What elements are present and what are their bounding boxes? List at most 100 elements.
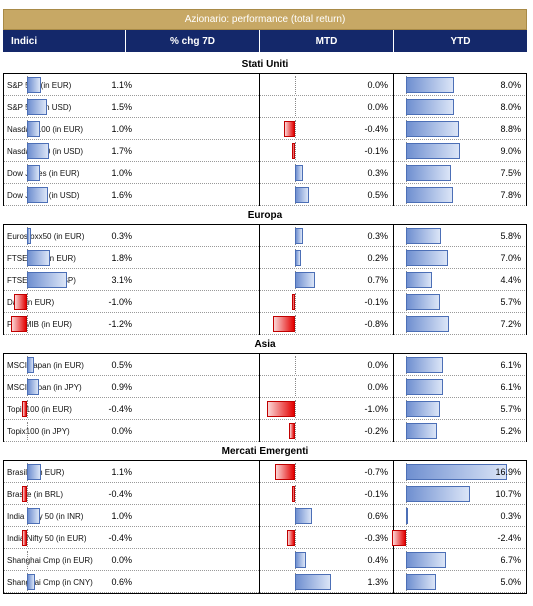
cell-mtd: -0.1% bbox=[259, 291, 393, 313]
value-bar bbox=[391, 530, 406, 546]
cell-chg7: 1.6% bbox=[3, 184, 137, 206]
value-label: 0.3% bbox=[367, 168, 388, 178]
value-label: 0.9% bbox=[111, 382, 132, 392]
table-row: Dax (in EUR) -1.0% -0.1% 5.7% bbox=[3, 291, 527, 313]
value-bar bbox=[289, 423, 295, 439]
value-bar bbox=[406, 121, 459, 137]
value-bar bbox=[406, 272, 433, 288]
table-row: FTSE 100 (in EUR)1.8%0.2%7.0% bbox=[3, 247, 527, 269]
index-name: MSCI Japan (in EUR) bbox=[7, 360, 84, 370]
cell-mtd: -0.7% bbox=[259, 461, 393, 483]
value-bar bbox=[283, 121, 295, 137]
cell-chg7: 1.8% bbox=[3, 247, 137, 269]
value-bar bbox=[406, 165, 451, 181]
table-bottom-border bbox=[3, 593, 527, 594]
value-label: 10.7% bbox=[495, 489, 521, 499]
value-label: 5.0% bbox=[500, 577, 521, 587]
value-bar bbox=[292, 143, 295, 159]
section-header: Mercati Emergenti bbox=[3, 442, 527, 461]
value-bar bbox=[295, 165, 304, 181]
index-name: Dow Jones (in EUR) bbox=[7, 168, 80, 178]
table-row: MSCI Japan (in EUR) 0.5% 0.0% 6.1% bbox=[3, 354, 527, 376]
table-row: Eurostoxx50 (in EUR) 0.3% 0.3% 5.8% bbox=[3, 225, 527, 247]
value-bar bbox=[27, 99, 47, 115]
value-bar bbox=[27, 272, 68, 288]
value-label: 8.8% bbox=[500, 124, 521, 134]
zero-axis bbox=[295, 142, 296, 160]
index-name: India Nifty 50 (in EUR) bbox=[7, 533, 87, 543]
value-label: 5.7% bbox=[500, 404, 521, 414]
cell-ytd: 5.7% bbox=[393, 291, 527, 313]
table-row: Shanghai Cmp (in CNY) 0.6% 1.3% 5.0% bbox=[3, 571, 527, 593]
value-bar bbox=[406, 486, 471, 502]
table-row: Brasile (in BRL) -0.4% -0.1% 10.7% bbox=[3, 483, 527, 505]
value-label: 0.6% bbox=[111, 577, 132, 587]
table-row: Nasdaq 100 (in USD)1.7%-0.1%9.0% bbox=[3, 140, 527, 162]
zero-axis bbox=[295, 293, 296, 311]
value-bar bbox=[292, 294, 295, 310]
zero-axis bbox=[27, 315, 28, 333]
cell-mtd: 0.0% bbox=[259, 354, 393, 376]
cell-ytd: 8.0% bbox=[393, 96, 527, 118]
value-label: 7.8% bbox=[500, 190, 521, 200]
index-name: Shanghai Cmp (in EUR) bbox=[7, 555, 93, 565]
cell-ytd: 5.0% bbox=[393, 571, 527, 593]
cell-mtd: -0.3% bbox=[259, 527, 393, 549]
cell-ytd: 5.7% bbox=[393, 398, 527, 420]
zero-axis bbox=[295, 315, 296, 333]
cell-ytd: 6.1% bbox=[393, 376, 527, 398]
cell-ytd: 6.1% bbox=[393, 354, 527, 376]
cell-chg7: 1.0% bbox=[3, 505, 137, 527]
cell-chg7: 0.0% bbox=[3, 420, 137, 442]
index-name: Eurostoxx50 (in EUR) bbox=[7, 231, 85, 241]
zero-axis bbox=[295, 485, 296, 503]
value-label: 9.0% bbox=[500, 146, 521, 156]
cell-mtd: 0.3% bbox=[259, 225, 393, 247]
zero-axis bbox=[295, 400, 296, 418]
zero-axis bbox=[27, 551, 28, 569]
value-label: -0.4% bbox=[108, 533, 132, 543]
value-bar bbox=[27, 250, 51, 266]
table-title: Azionario: performance (total return) bbox=[3, 9, 527, 30]
value-bar bbox=[27, 228, 31, 244]
cell-chg7: 1.1% bbox=[3, 74, 137, 96]
cell-mtd: -0.2% bbox=[259, 420, 393, 442]
zero-axis bbox=[295, 422, 296, 440]
value-label: 0.0% bbox=[111, 426, 132, 436]
value-bar bbox=[272, 316, 295, 332]
section-header: Asia bbox=[3, 335, 527, 354]
value-label: 6.1% bbox=[500, 382, 521, 392]
value-bar bbox=[406, 228, 441, 244]
value-label: 1.3% bbox=[367, 577, 388, 587]
table-row: Brasile (in EUR)1.1%-0.7%16.9% bbox=[3, 461, 527, 483]
value-bar bbox=[21, 486, 27, 502]
zero-axis bbox=[295, 120, 296, 138]
header-chg7: % chg 7D bbox=[125, 30, 259, 52]
value-label: -2.4% bbox=[497, 533, 521, 543]
value-label: 0.0% bbox=[367, 382, 388, 392]
value-bar bbox=[295, 574, 332, 590]
cell-chg7: 0.3% bbox=[3, 225, 137, 247]
table-row: S&P 500 (in USD)1.5%0.0%8.0% bbox=[3, 96, 527, 118]
value-bar bbox=[27, 143, 50, 159]
value-label: 1.7% bbox=[111, 146, 132, 156]
value-label: 7.5% bbox=[500, 168, 521, 178]
value-label: 1.8% bbox=[111, 253, 132, 263]
value-bar bbox=[406, 552, 447, 568]
cell-chg7: -0.4% bbox=[3, 483, 137, 505]
cell-chg7: 0.5% bbox=[3, 354, 137, 376]
cell-mtd: 0.3% bbox=[259, 162, 393, 184]
value-bar bbox=[14, 294, 27, 310]
value-label: 5.7% bbox=[500, 297, 521, 307]
value-bar bbox=[406, 294, 441, 310]
zero-axis bbox=[27, 400, 28, 418]
value-label: 5.2% bbox=[500, 426, 521, 436]
cell-mtd: -0.8% bbox=[259, 313, 393, 335]
zero-axis bbox=[295, 529, 296, 547]
value-label: -1.0% bbox=[364, 404, 388, 414]
value-bar bbox=[27, 187, 48, 203]
cell-ytd: 7.2% bbox=[393, 313, 527, 335]
zero-axis bbox=[27, 293, 28, 311]
value-label: 5.8% bbox=[500, 231, 521, 241]
